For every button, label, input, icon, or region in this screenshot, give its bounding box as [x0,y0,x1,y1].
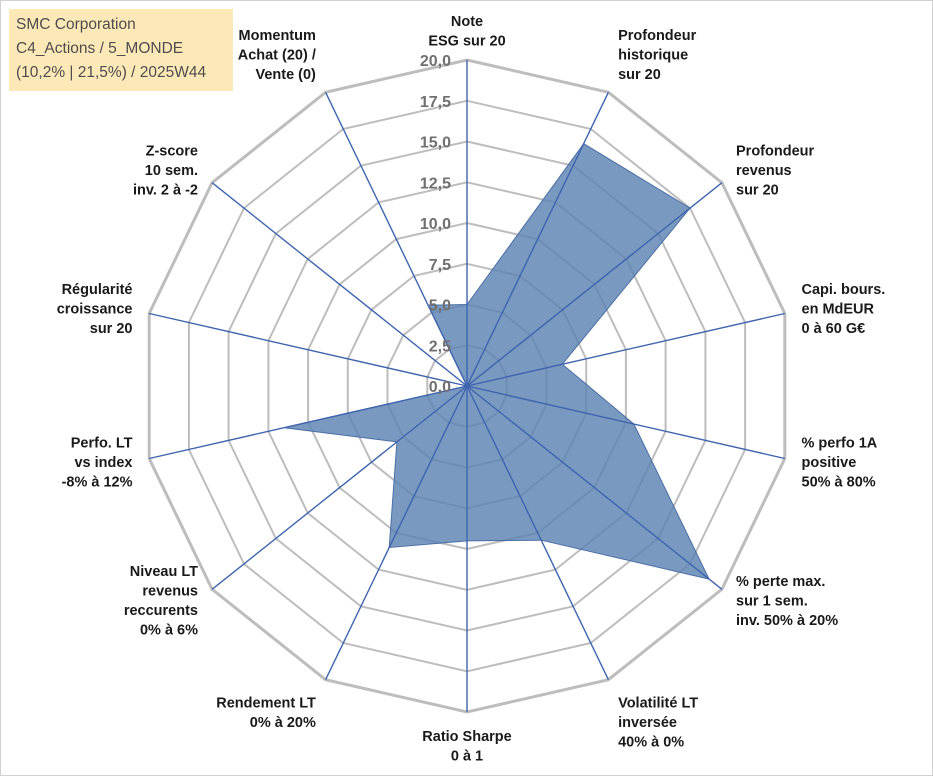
axis-label: inv. 2 à -2 [133,183,198,199]
axis-label: revenus [736,163,792,179]
axis-label: 0 à 1 [451,749,483,765]
axis-label: Momentum [239,28,316,44]
axis-label: % perte max. [736,574,825,590]
tick-label: 17,5 [420,94,451,111]
axis-label: Régularité [62,282,133,298]
axis-label: Profondeur [736,144,814,160]
axis-label: sur 20 [618,67,661,83]
axis-label: historique [618,48,688,64]
stats-line: (10,2% | 21,5%) / 2025W44 [16,64,207,81]
axis-label: Rendement LT [216,695,316,711]
axis-spoke [466,385,723,590]
axis-spoke [466,385,610,681]
axis-label: reccurents [124,603,198,619]
axis-spoke [466,385,785,460]
axis-label: -8% à 12% [62,475,133,491]
axis-spoke [149,385,468,460]
tick-label: 7,5 [429,257,451,274]
axis-label: croissance [57,302,133,318]
axis-label: Note [451,14,483,30]
portfolio-line: C4_Actions / 5_MONDE [16,40,184,57]
axis-label: sur 20 [736,183,779,199]
axis-label: vs index [74,455,132,471]
axis-label: Profondeur [618,28,696,44]
axis-label: Capi. bours. [802,282,886,298]
axis-label: 0% à 6% [140,623,198,639]
axis-spoke [466,182,723,387]
axis-label: Achat (20) / [238,48,316,64]
axis-label: Niveau LT [130,564,198,580]
axis-label: 10 sem. [145,163,198,179]
tick-label: 0,0 [429,379,451,396]
tick-label: 5,0 [429,298,451,315]
tick-label: 10,0 [420,216,451,233]
axis-label: Vente (0) [255,67,316,83]
axis-label: 50% à 80% [802,475,876,491]
tick-label: 20,0 [420,53,451,70]
axis-label: % perfo 1A [802,436,878,452]
tick-label: 12,5 [420,175,451,192]
axis-label: inversée [618,715,677,731]
axis-spoke [466,312,785,387]
tick-label: 15,0 [420,135,451,152]
axis-label: 40% à 0% [618,734,684,750]
axis-spoke [211,385,468,590]
axis-spoke [149,312,468,387]
axis-spoke [466,91,610,387]
company-name: SMC Corporation [16,16,136,33]
axis-spoke [324,385,468,681]
axis-label: 0 à 60 G€ [802,321,866,337]
axis-label: Volatilité LT [618,695,698,711]
axis-spoke [324,91,468,387]
axis-spoke [211,182,468,387]
axis-label: 0% à 20% [250,715,316,731]
axis-label: Ratio Sharpe [422,729,511,745]
axis-label: Z-score [146,144,198,160]
axis-label: positive [802,455,857,471]
axis-label: ESG sur 20 [428,34,505,50]
axis-label: revenus [142,584,198,600]
info-box: SMC Corporation C4_Actions / 5_MONDE (10… [9,9,233,91]
axis-label: inv. 50% à 20% [736,613,838,629]
axis-label: en MdEUR [802,302,875,318]
axis-label: Perfo. LT [71,436,133,452]
axis-label: sur 20 [90,321,133,337]
axis-label: sur 1 sem. [736,593,808,609]
tick-label: 2,5 [429,338,451,355]
